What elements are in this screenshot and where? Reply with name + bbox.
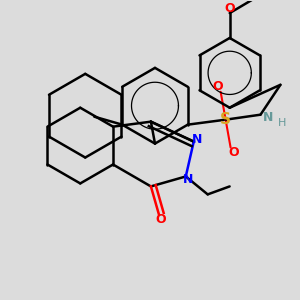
Text: O: O [224, 2, 235, 15]
Text: N: N [263, 111, 274, 124]
Text: H: H [278, 118, 286, 128]
Text: N: N [191, 133, 202, 146]
Text: N: N [183, 173, 193, 186]
Text: O: O [228, 146, 239, 159]
Text: S: S [220, 112, 231, 127]
Text: O: O [212, 80, 223, 93]
Text: O: O [156, 213, 166, 226]
